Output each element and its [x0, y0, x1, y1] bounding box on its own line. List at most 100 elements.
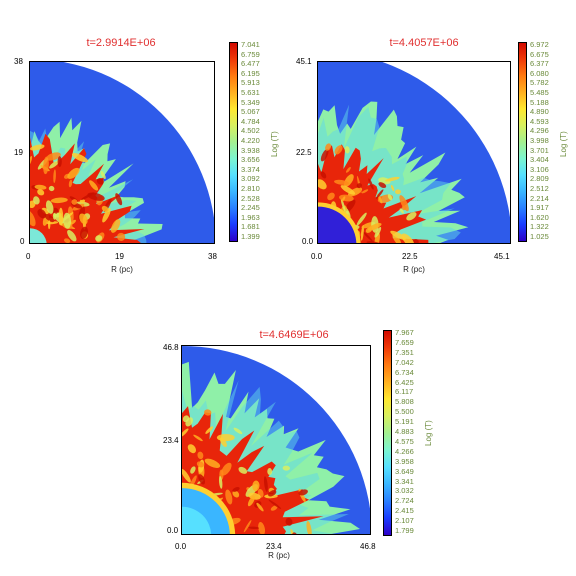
turbulent-filament	[285, 517, 293, 526]
colorbar-tick-label: 1.681	[241, 222, 260, 232]
turbulent-filament	[392, 233, 402, 243]
turbulent-filament	[115, 193, 123, 206]
turbulent-filament	[406, 212, 417, 221]
panel-1-colorbar-label: Log (T)	[270, 131, 279, 157]
colorbar-tick-label: 7.967	[395, 328, 414, 337]
colorbar-tick-label: 4.593	[530, 116, 549, 126]
colorbar-tick-label: 1.799	[395, 526, 414, 535]
turbulent-filament	[52, 207, 59, 214]
turbulent-filament	[320, 171, 327, 179]
colorbar-tick-label: 3.701	[530, 145, 549, 155]
turbulent-filament	[306, 521, 312, 534]
turbulent-filament	[238, 466, 248, 474]
turbulent-filament	[292, 532, 297, 534]
colorbar-tick-label: 2.528	[241, 193, 260, 203]
turbulent-filament	[243, 520, 252, 533]
turbulent-filament	[30, 144, 45, 151]
colorbar-tick-label: 3.032	[395, 486, 414, 496]
inner-wind	[318, 206, 357, 243]
panel-2-title: t=4.4057E+06	[389, 37, 459, 49]
colorbar-tick-label: 5.500	[395, 407, 414, 417]
turbulent-filament	[205, 426, 214, 434]
panel-2-ytick-top: 45.1	[296, 57, 312, 66]
turbulent-filament	[367, 223, 382, 231]
turbulent-filament	[345, 167, 351, 173]
colorbar-tick-label: 5.913	[241, 78, 260, 88]
turbulent-filament	[356, 183, 362, 189]
colorbar-tick-label: 7.042	[395, 357, 414, 367]
turbulent-filament	[57, 156, 62, 168]
turbulent-filament	[185, 417, 194, 427]
panel-3-xtick-left: 0.0	[175, 542, 187, 551]
panel-2-colorbar	[518, 42, 527, 242]
colorbar-tick-label: 5.808	[395, 397, 414, 407]
turbulent-filament	[43, 156, 49, 175]
colorbar-tick-label: 1.620	[530, 212, 549, 222]
panel-1-plot-area	[29, 61, 215, 244]
turbulent-filament	[63, 212, 72, 229]
turbulent-filament	[327, 192, 335, 201]
colorbar-tick-label: 4.883	[395, 427, 414, 436]
turbulent-filament	[50, 197, 68, 204]
turbulent-filament	[95, 235, 103, 242]
turbulent-filament	[225, 489, 233, 505]
panel-3-xtick-right: 46.8	[360, 542, 376, 551]
turbulent-filament	[117, 232, 126, 241]
colorbar-tick-label: 2.214	[530, 193, 549, 203]
turbulent-filament	[182, 428, 189, 438]
turbulent-filament	[282, 465, 290, 471]
turbulent-filament	[256, 502, 264, 512]
turbulent-filament	[374, 226, 382, 238]
turbulent-filament	[89, 180, 99, 191]
turbulent-filament	[101, 205, 109, 212]
turbulent-filament	[187, 444, 197, 454]
turbulent-filament	[340, 198, 346, 212]
turbulent-filament	[248, 526, 260, 530]
turbulent-filament	[290, 528, 297, 534]
turbulent-filament	[387, 194, 393, 201]
turbulent-filament	[67, 167, 80, 179]
colorbar-tick-label: 5.631	[241, 88, 260, 97]
turbulent-filament	[46, 152, 61, 161]
turbulent-filament	[361, 189, 369, 194]
colorbar-tick-label: 2.724	[395, 496, 414, 506]
turbulent-filament	[190, 466, 196, 474]
turbulent-filament	[267, 468, 273, 475]
colorbar-tick-label: 3.374	[241, 164, 260, 174]
colorbar-tick-label: 3.998	[530, 136, 549, 145]
turbulent-filament	[58, 207, 64, 225]
turbulent-filament	[399, 195, 409, 212]
panel-3-plot-area	[181, 345, 371, 535]
colorbar-tick-label: 3.938	[241, 145, 260, 155]
colorbar-tick-label: 5.191	[395, 417, 414, 427]
turbulent-filament	[356, 212, 367, 226]
colorbar-tick-label: 3.958	[395, 456, 414, 466]
panel-1-xtick-mid: 19	[115, 252, 124, 261]
turbulent-filament	[360, 224, 364, 241]
turbulent-filament	[258, 522, 266, 534]
turbulent-filament	[45, 200, 54, 214]
turbulent-filament	[233, 427, 243, 435]
turbulent-filament	[30, 200, 36, 209]
panel-2-xtick-left: 0.0	[311, 252, 323, 261]
turbulent-filament	[196, 461, 205, 468]
turbulent-filament	[47, 220, 51, 230]
turbulent-filament	[30, 210, 36, 227]
turbulent-filament	[252, 480, 260, 492]
colorbar-tick-label: 7.659	[395, 337, 414, 347]
turbulent-filament	[71, 199, 78, 205]
turbulent-filament	[268, 490, 277, 497]
turbulent-filament	[71, 152, 89, 163]
panel-1-title: t=2.9914E+06	[86, 37, 156, 49]
panel-1-ytick-mid: 19	[14, 148, 23, 157]
colorbar-tick-label: 1.322	[530, 222, 549, 232]
turbulent-filament	[399, 208, 405, 214]
turbulent-filament	[318, 179, 327, 190]
colorbar-tick-label: 6.759	[241, 49, 260, 59]
colorbar-tick-label: 5.188	[530, 97, 549, 107]
turbulent-filament	[44, 213, 55, 223]
panel-2-xtick-right: 45.1	[494, 252, 510, 261]
colorbar-tick-label: 1.399	[241, 232, 260, 241]
turbulent-filament	[182, 468, 191, 483]
colorbar-tick-label: 3.341	[395, 476, 414, 486]
